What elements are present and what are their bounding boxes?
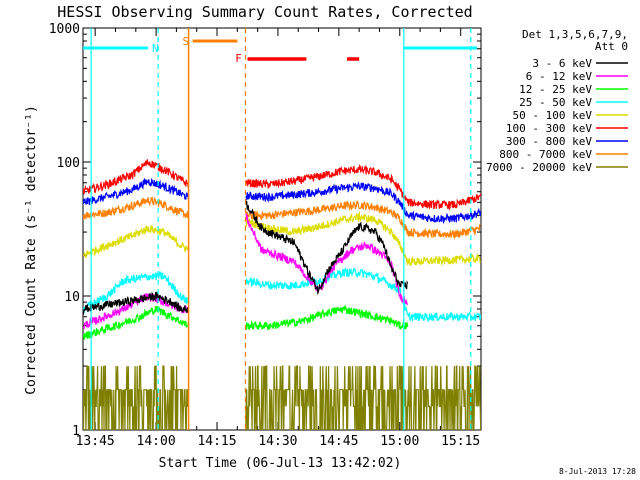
series-line xyxy=(83,200,409,316)
x-tick-label: 14:30 xyxy=(258,434,297,449)
x-tick-label: 15:15 xyxy=(441,434,480,449)
legend-header-line-1: Det 1,3,5,6,7,9, xyxy=(522,28,628,41)
x-axis-label: Start Time (06-Jul-13 13:42:02) xyxy=(159,456,402,471)
series-line xyxy=(83,266,481,323)
series-line xyxy=(83,195,481,240)
x-tick-label: 14:45 xyxy=(319,434,358,449)
y-tick-label: 1 xyxy=(72,424,80,439)
series-line xyxy=(83,177,481,225)
legend-label: 100 - 300 keV xyxy=(506,122,592,135)
x-tick-label: 14:00 xyxy=(137,434,176,449)
series-line xyxy=(83,159,481,211)
annotation-label: S xyxy=(183,35,190,48)
y-tick-label: 1000 xyxy=(49,22,80,37)
x-tick-label: 14:15 xyxy=(197,434,236,449)
series-line xyxy=(83,210,481,267)
legend-label: 800 - 7000 keV xyxy=(499,148,592,161)
chart-title: HESSI Observing Summary Count Rates, Cor… xyxy=(57,3,472,21)
legend-label: 6 - 12 keV xyxy=(526,70,593,83)
legend-label: 50 - 100 keV xyxy=(513,109,593,122)
legend-label: 300 - 800 keV xyxy=(506,135,592,148)
annotation-label: F xyxy=(235,52,242,65)
timestamp: 8-Jul-2013 17:28 xyxy=(559,467,636,476)
series-line xyxy=(83,365,481,430)
y-tick-label: 100 xyxy=(57,156,80,171)
y-axis-label: Corrected Count Rate (s⁻¹ detector⁻¹) xyxy=(24,105,39,395)
legend-label: 25 - 50 keV xyxy=(519,96,592,109)
legend-header-line-2: Att 0 xyxy=(595,40,628,53)
legend-label: 3 - 6 keV xyxy=(532,57,592,70)
legend-label: 7000 - 20000 keV xyxy=(486,161,592,174)
legend-label: 12 - 25 keV xyxy=(519,83,592,96)
x-tick-label: 13:45 xyxy=(76,434,115,449)
annotation-label: N xyxy=(152,42,159,55)
plot-area: 1 10 100 1000 13:45 14:00 14:15 14:30 14:45 15:00… xyxy=(49,22,482,449)
x-tick-label: 15:00 xyxy=(380,434,419,449)
y-tick-label: 10 xyxy=(64,290,80,305)
series-line xyxy=(83,304,409,340)
